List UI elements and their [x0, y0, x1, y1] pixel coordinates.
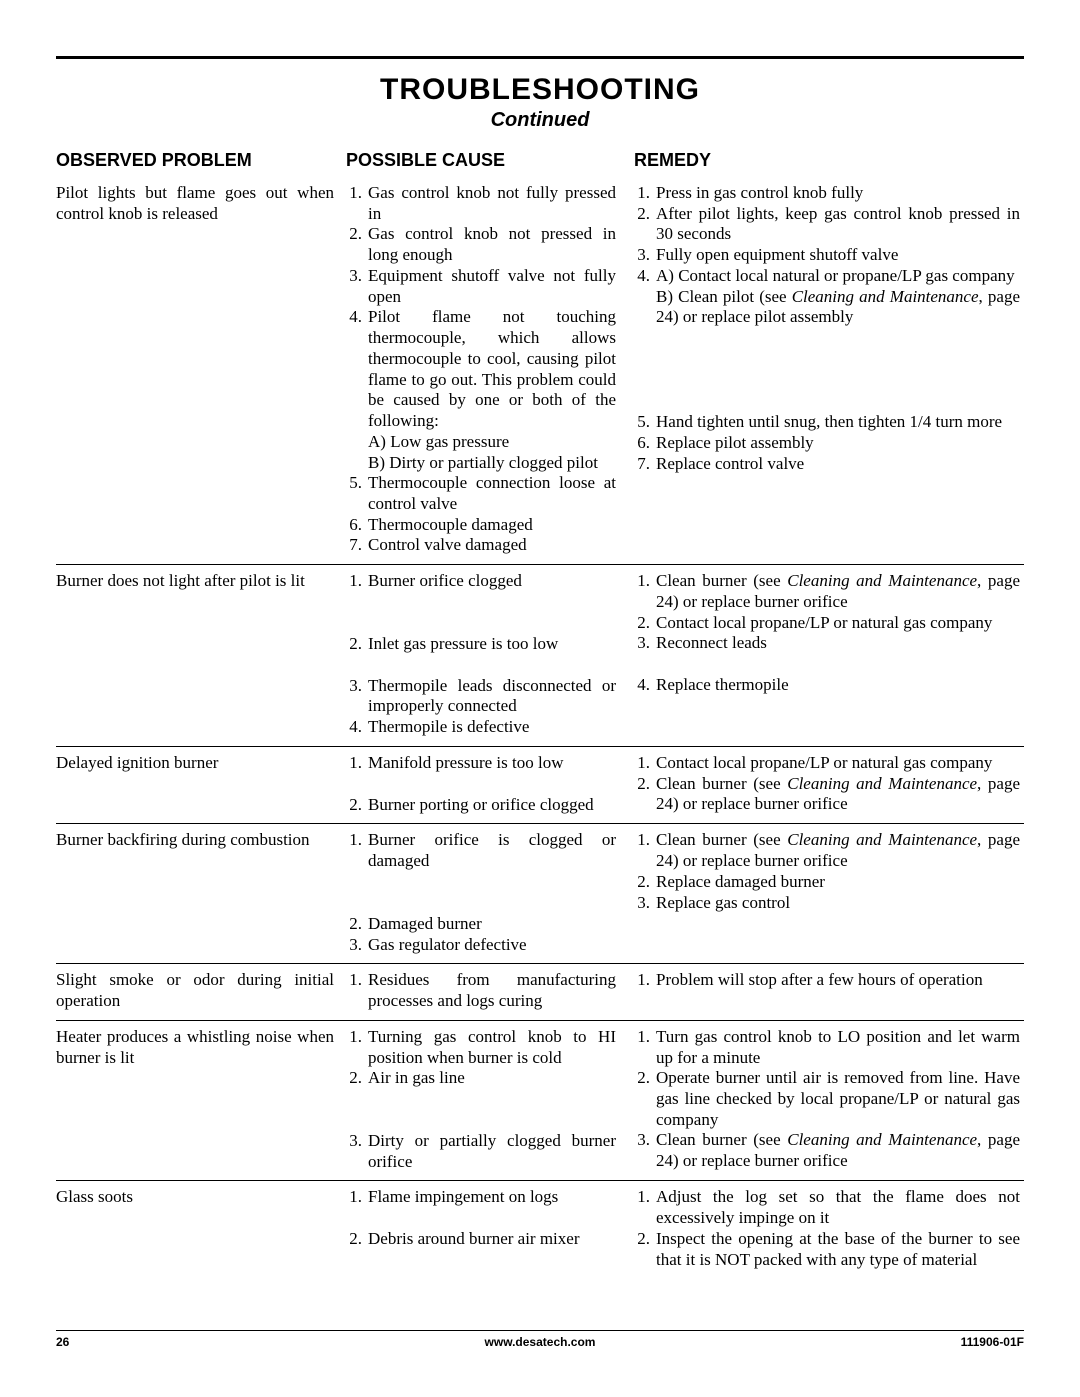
- observed-problem-text: Pilot lights but flame goes out when con…: [56, 183, 334, 224]
- list-item: 1.Manifold pressure is too low: [346, 753, 616, 774]
- list-item: 1.Residues from manufacturing processes …: [346, 970, 616, 1011]
- list-item: 3.Gas regulator defective: [346, 935, 616, 956]
- page-title: TROUBLESHOOTING: [56, 73, 1024, 107]
- list-item: 3.Thermopile leads disconnected or impro…: [346, 676, 616, 717]
- top-rule: [56, 56, 1024, 59]
- list-item: 5.Thermocouple connection loose at contr…: [346, 473, 616, 514]
- list-item: 4.Replace thermopile: [634, 675, 1020, 696]
- page: TROUBLESHOOTING Continued OBSERVED PROBL…: [0, 0, 1080, 1278]
- header-possible-cause: POSSIBLE CAUSE: [346, 150, 634, 171]
- possible-cause-list: 1.Residues from manufacturing processes …: [346, 970, 634, 1011]
- table-row: Heater produces a whistling noise when b…: [56, 1021, 1024, 1182]
- header-remedy: REMEDY: [634, 150, 1020, 171]
- list-item: 6.Replace pilot assembly: [634, 433, 1020, 454]
- list-item: 1.Flame impingement on logs: [346, 1187, 616, 1208]
- list-item: 7.Replace control valve: [634, 454, 1020, 475]
- observed-problem-text: Delayed ignition burner: [56, 753, 334, 774]
- list-item: 3.Reconnect leads: [634, 633, 1020, 654]
- table-row: Burner backfiring during combustion 1.Bur…: [56, 824, 1024, 964]
- list-item: 4.Thermopile is defective: [346, 717, 616, 738]
- possible-cause-list: 1.Gas control knob not fully pressed in2…: [346, 183, 634, 556]
- list-item: 1.Burner orifice is clogged or damaged: [346, 830, 616, 871]
- page-footer: 26 www.desatech.com 111906-01F: [56, 1330, 1024, 1349]
- list-item: 5.Hand tighten until snug, then tighten …: [634, 412, 1020, 433]
- footer-page-number: 26: [56, 1335, 69, 1349]
- list-item: 7.Control valve damaged: [346, 535, 616, 556]
- list-item: 2.Replace damaged burner: [634, 872, 1020, 893]
- list-item: 2.Burner porting or orifice clogged: [346, 795, 616, 816]
- list-item: 1.Turning gas control knob to HI positio…: [346, 1027, 616, 1068]
- list-item: 2.After pilot lights, keep gas control k…: [634, 204, 1020, 245]
- list-item: 3.Dirty or partially clogged burner orif…: [346, 1131, 616, 1172]
- table-row: Pilot lights but flame goes out when con…: [56, 177, 1024, 565]
- possible-cause-list: 1.Turning gas control knob to HI positio…: [346, 1027, 634, 1173]
- remedy-list: 1.Press in gas control knob fully2.After…: [634, 183, 1020, 556]
- remedy-list: 1.Problem will stop after a few hours of…: [634, 970, 1020, 1011]
- list-item: 2.Inspect the opening at the base of the…: [634, 1229, 1020, 1270]
- list-item: 2.Clean burner (see Cleaning and Mainten…: [634, 774, 1020, 815]
- footer-url: www.desatech.com: [56, 1335, 1024, 1349]
- list-item: 2.Inlet gas pressure is too low: [346, 634, 616, 655]
- list-item: 2.Damaged burner: [346, 914, 616, 935]
- observed-problem-text: Burner backfiring during combustion: [56, 830, 334, 851]
- list-item: 1.Contact local propane/LP or natural ga…: [634, 753, 1020, 774]
- list-item: 2.Operate burner until air is removed fr…: [634, 1068, 1020, 1130]
- list-item: 3.Equipment shutoff valve not fully open: [346, 266, 616, 307]
- observed-problem-text: Slight smoke or odor during initial oper…: [56, 970, 334, 1011]
- list-item: 1.Turn gas control knob to LO position a…: [634, 1027, 1020, 1068]
- list-item: 6.Thermocouple damaged: [346, 515, 616, 536]
- list-item: 1.Problem will stop after a few hours of…: [634, 970, 1020, 991]
- list-item: 2.Debris around burner air mixer: [346, 1229, 616, 1250]
- table-row: Slight smoke or odor during initial oper…: [56, 964, 1024, 1020]
- table-row: Glass soots 1.Flame impingement on logs 2.…: [56, 1181, 1024, 1278]
- list-item: 1.Gas control knob not fully pressed in: [346, 183, 616, 224]
- remedy-list: 1.Adjust the log set so that the flame d…: [634, 1187, 1020, 1270]
- table-header-row: OBSERVED PROBLEM POSSIBLE CAUSE REMEDY: [56, 150, 1024, 171]
- list-item: 2.Gas control knob not pressed in long e…: [346, 224, 616, 265]
- possible-cause-list: 1.Manifold pressure is too low 2.Burner p…: [346, 753, 634, 815]
- remedy-list: 1.Clean burner (see Cleaning and Mainten…: [634, 571, 1020, 738]
- list-item: 1.Burner orifice clogged: [346, 571, 616, 592]
- list-item: 3.Clean burner (see Cleaning and Mainten…: [634, 1130, 1020, 1171]
- observed-problem-text: Heater produces a whistling noise when b…: [56, 1027, 334, 1068]
- remedy-list: 1.Contact local propane/LP or natural ga…: [634, 753, 1020, 815]
- list-item: 1.Clean burner (see Cleaning and Mainten…: [634, 571, 1020, 612]
- list-item: 3.Fully open equipment shutoff valve: [634, 245, 1020, 266]
- list-item: 2.Air in gas line: [346, 1068, 616, 1089]
- possible-cause-list: 1.Flame impingement on logs 2.Debris arou…: [346, 1187, 634, 1270]
- list-item: 4.A) Contact local natural or propane/LP…: [634, 266, 1020, 328]
- footer-doc-number: 111906-01F: [961, 1335, 1024, 1349]
- remedy-list: 1.Turn gas control knob to LO position a…: [634, 1027, 1020, 1173]
- possible-cause-list: 1.Burner orifice is clogged or damaged 2.…: [346, 830, 634, 955]
- list-item: 2.Contact local propane/LP or natural ga…: [634, 613, 1020, 634]
- possible-cause-list: 1.Burner orifice clogged 2.Inlet gas pres…: [346, 571, 634, 738]
- header-observed-problem: OBSERVED PROBLEM: [56, 150, 346, 171]
- list-item: 1.Adjust the log set so that the flame d…: [634, 1187, 1020, 1228]
- table-row: Delayed ignition burner 1.Manifold pressu…: [56, 747, 1024, 824]
- observed-problem-text: Glass soots: [56, 1187, 334, 1208]
- list-item: 3.Replace gas control: [634, 893, 1020, 914]
- list-item: 4.Pilot flame not touching thermocouple,…: [346, 307, 616, 473]
- observed-problem-text: Burner does not light after pilot is lit: [56, 571, 334, 592]
- list-item: 1.Clean burner (see Cleaning and Mainten…: [634, 830, 1020, 871]
- list-item: 1.Press in gas control knob fully: [634, 183, 1020, 204]
- page-subtitle: Continued: [56, 109, 1024, 132]
- table-row: Burner does not light after pilot is lit…: [56, 565, 1024, 747]
- troubleshooting-table: Pilot lights but flame goes out when con…: [56, 177, 1024, 1278]
- remedy-list: 1.Clean burner (see Cleaning and Mainten…: [634, 830, 1020, 955]
